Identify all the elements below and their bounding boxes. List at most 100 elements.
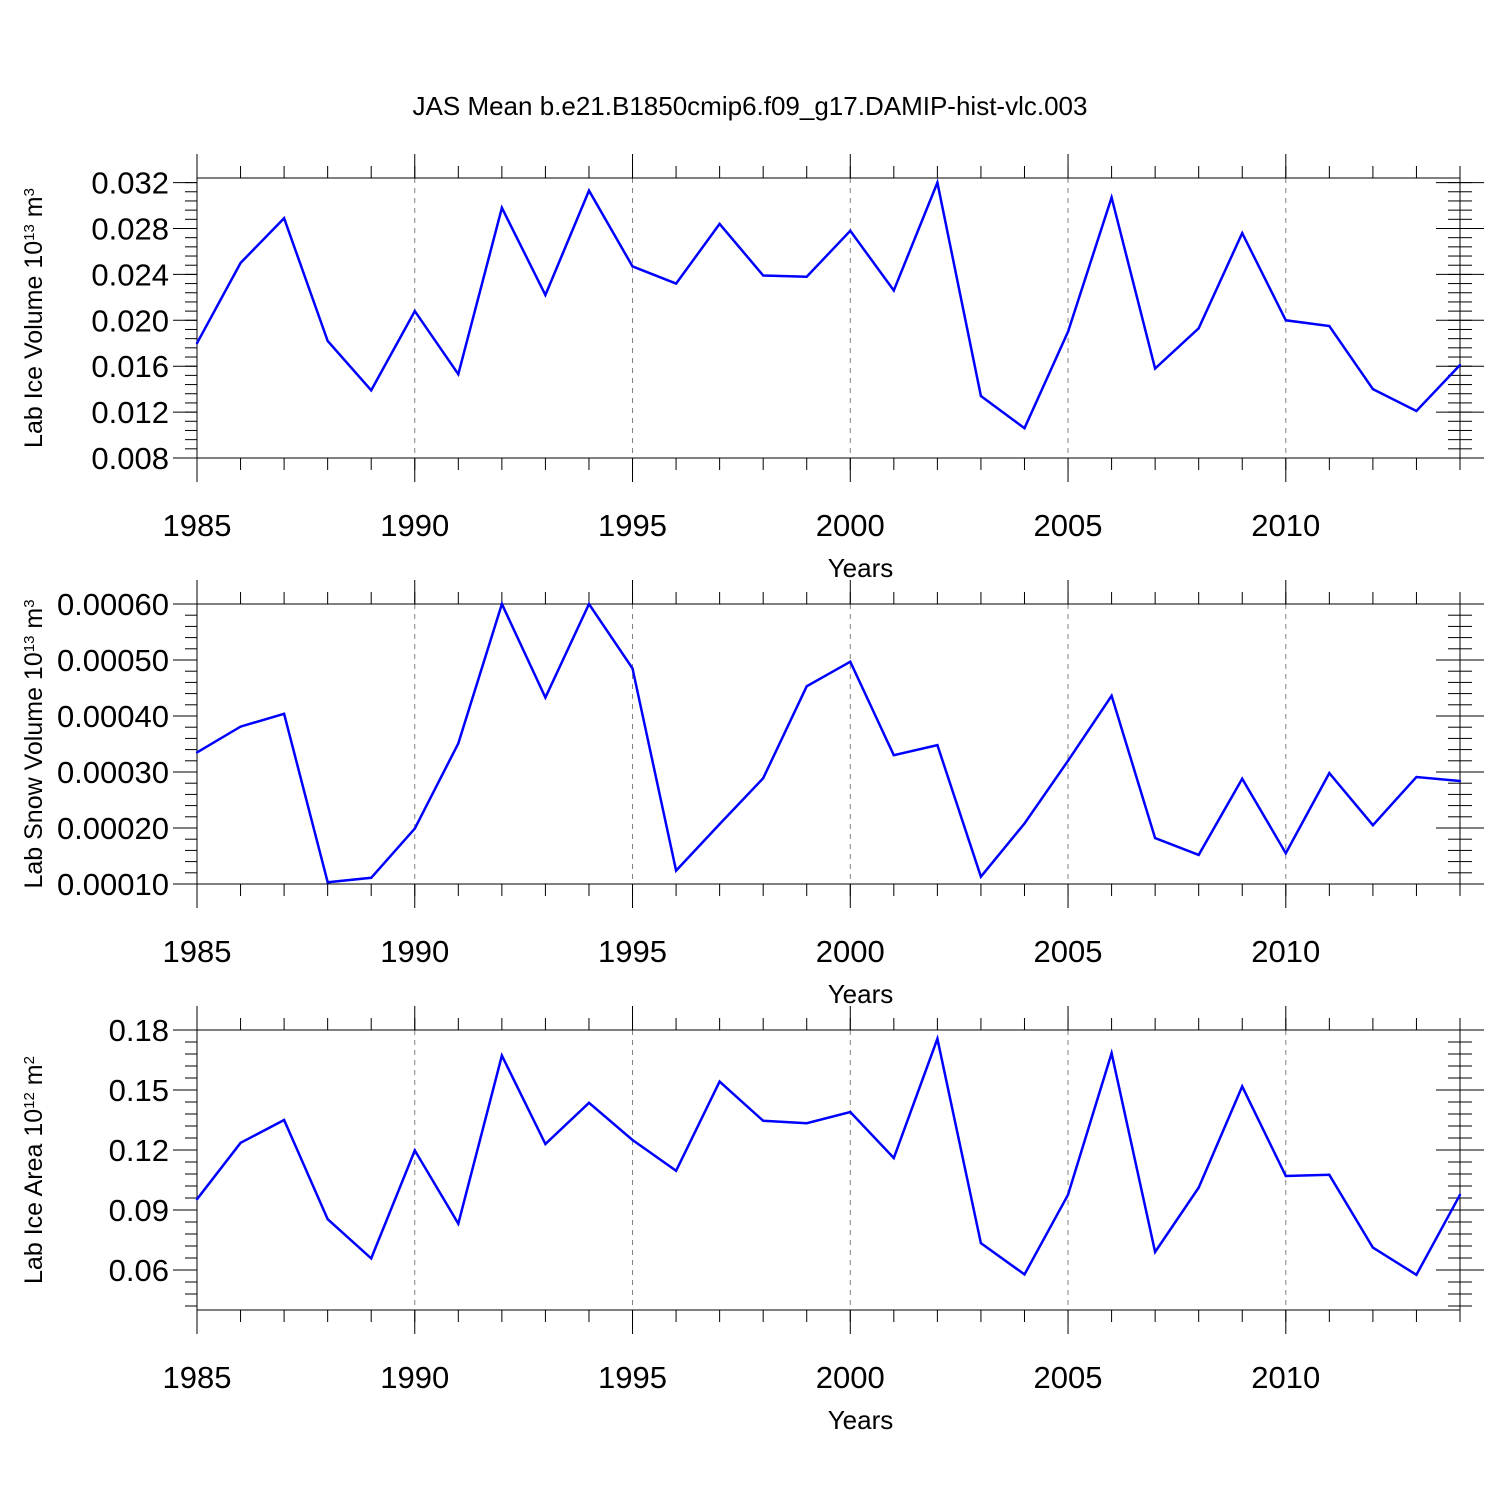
y-axis-label-unit: m [20,608,48,636]
data-point [544,696,547,699]
x-tick-label: 2010 [1251,1360,1320,1395]
data-point [631,1138,634,1142]
data-point [1284,319,1287,322]
data-point [674,1169,678,1173]
y-tick-label: 0.032 [91,166,169,201]
data-point [413,309,416,313]
y-tick-label: 0.15 [109,1073,169,1108]
data-point [1066,1193,1070,1197]
data-point [500,1054,504,1057]
y-tick-label: 0.09 [109,1193,169,1228]
data-point [1153,367,1157,370]
x-tick-label: 2000 [816,508,885,543]
y-axis-label-unit: m [20,196,48,224]
data-point [1328,771,1331,775]
data-point [1066,759,1070,762]
x-tick-label: 1990 [380,934,449,969]
data-point [1023,1273,1026,1276]
plot-frame [196,177,1461,459]
data-point [761,1119,765,1123]
data-point [282,216,286,220]
panel-3: 1985 1990 1995 2000 2005 2010 0.06 0.09 0.12 0.15… [20,1006,1484,1435]
data-point [326,1218,329,1221]
data-point [1371,387,1375,391]
data-point [979,1242,983,1245]
x-tick-label: 1995 [598,1360,667,1395]
y-tick-label: 0.016 [91,349,169,384]
y-tick-label: 0.00010 [57,867,169,902]
data-point [892,754,896,757]
y-axis-label-text: Lab Ice Area 10 [20,1109,48,1284]
data-point [587,1101,591,1105]
x-tick-label: 1990 [380,1360,449,1395]
data-point [195,751,199,754]
data-point [370,389,373,392]
data-point [239,1141,242,1145]
plot-frame [196,1029,1461,1311]
y-axis-label-unit-exponent: 3 [21,188,38,196]
data-point [1241,1085,1244,1088]
data-point [1023,426,1026,430]
data-point [239,725,242,728]
x-axis-label: Years [828,553,894,583]
data-point [282,1118,286,1122]
x-tick-label: 2010 [1251,934,1320,969]
x-tick-label: 1985 [163,934,232,969]
data-point [936,1037,939,1041]
data-point [1197,327,1200,330]
data-point [500,602,504,606]
data-point [1458,1193,1462,1197]
data-point [457,373,460,376]
data-point [457,742,460,745]
data-point [761,274,765,277]
y-tick-label: 0.18 [109,1013,169,1048]
x-tick-label: 1985 [163,1360,232,1395]
y-axis-label-exponent: 13 [21,636,38,653]
x-tick-label: 2010 [1251,508,1320,543]
x-tick-label: 2005 [1034,934,1103,969]
data-point [500,206,504,210]
y-axis-label-unit: m [20,1064,48,1092]
panel-2: 1985 1990 1995 2000 2005 2010 0.00010 0.00020 0.… [20,580,1484,1009]
y-tick-label: 0.00040 [57,699,169,734]
data-point [936,181,939,184]
data-point [370,1257,373,1260]
data-point [1458,363,1462,367]
data-point [849,1110,852,1114]
data-point [1415,409,1418,413]
data-point [195,1198,199,1201]
y-axis-label-unit-exponent: 3 [21,599,38,607]
data-point [1197,1186,1200,1189]
data-point [1415,1273,1418,1277]
data-point [239,261,242,265]
data-point [544,293,547,297]
y-tick-label: 0.00050 [57,643,169,678]
y-axis-label: Lab Snow Volume 1013 m3 [20,599,48,888]
y-axis-label: Lab Ice Area 1012 m2 [20,1056,48,1284]
data-point [1328,324,1331,328]
panels: 1985 1990 1995 2000 2005 2010 0.008 0.012 0.016 0… [20,154,1484,1435]
data-point [195,342,199,345]
data-point [1371,824,1375,827]
data-point [1197,853,1200,857]
y-axis-label-exponent: 12 [21,1092,38,1109]
data-point [1110,1052,1113,1055]
data-point [761,776,765,780]
data-point [892,1156,896,1160]
y-tick-label: 0.12 [109,1133,169,1168]
panel-1: 1985 1990 1995 2000 2005 2010 0.008 0.012 0.016 0… [20,154,1484,583]
data-point [370,876,373,880]
x-tick-label: 1985 [163,508,232,543]
y-tick-label: 0.008 [91,441,169,476]
series-line [196,1034,1462,1277]
data-point [892,289,896,292]
x-tick-label: 2005 [1034,508,1103,543]
data-point [587,602,591,606]
x-tick-label: 1990 [380,508,449,543]
data-point [1328,1173,1331,1177]
y-tick-label: 0.028 [91,211,169,246]
y-axis-label-exponent: 13 [21,224,38,241]
y-axis-label: Lab Ice Volume 1013 m3 [20,188,48,448]
data-point [587,189,591,192]
data-point [936,743,939,747]
